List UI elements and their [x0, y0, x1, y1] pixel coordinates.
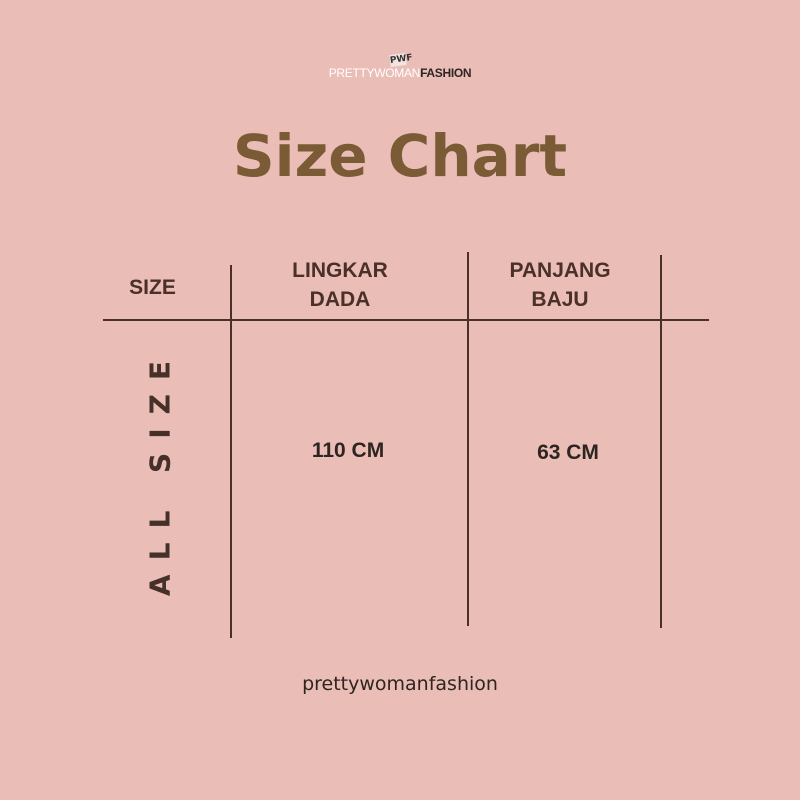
header-line: DADA — [309, 288, 371, 311]
header-size: SIZE — [129, 276, 176, 299]
column-divider — [467, 252, 469, 626]
footer-handle: prettywomanfashion — [302, 673, 498, 695]
header-line: BAJU — [531, 288, 589, 311]
logo-text-bold: FASHION — [420, 66, 472, 80]
cell-panjang-baju: 63 CM — [537, 441, 599, 464]
page-title: Size Chart — [232, 122, 568, 190]
column-divider — [230, 265, 232, 638]
logo-text-light: PRETTYWOMAN — [328, 66, 421, 80]
header-lingkar-dada: LINGKAR DADA — [250, 256, 430, 314]
brand-logo: PRETTYWOMANFASHION — [0, 66, 800, 80]
column-divider — [660, 255, 662, 628]
cell-size: ALL SIZE — [143, 346, 177, 597]
header-panjang-baju: PANJANG BAJU — [470, 256, 650, 314]
header-line: LINGKAR — [292, 259, 388, 282]
cell-lingkar-dada: 110 CM — [311, 439, 385, 462]
logo-mark: PWF — [389, 52, 414, 68]
header-divider — [103, 319, 709, 321]
header-line: PANJANG — [509, 259, 611, 282]
